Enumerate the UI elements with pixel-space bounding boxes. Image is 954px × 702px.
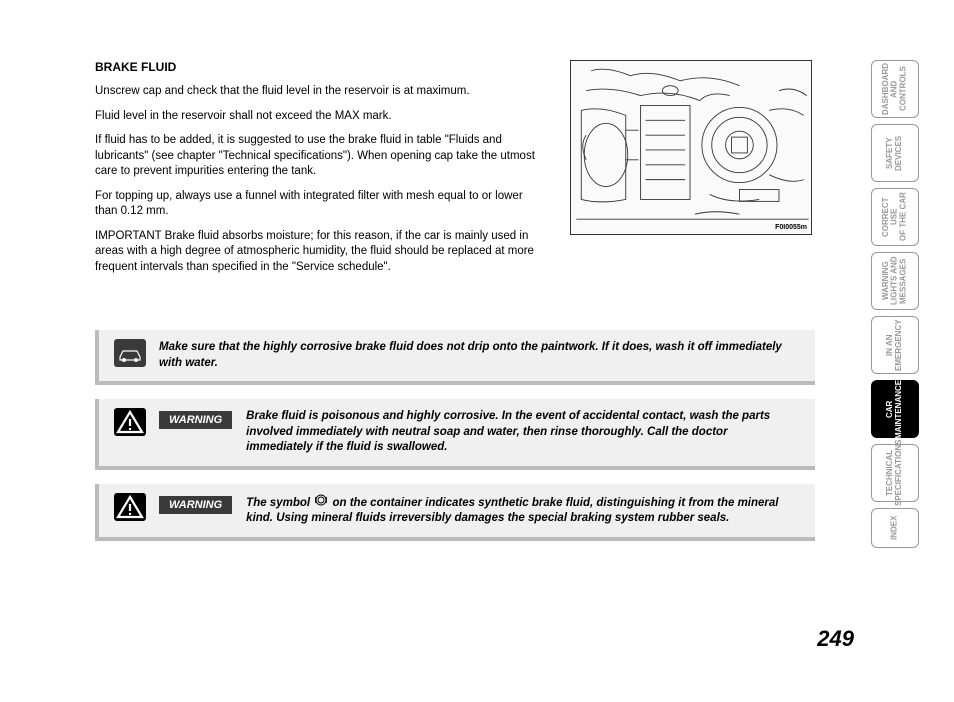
diagram-label: F0I0055m: [775, 224, 807, 231]
car-icon: [113, 338, 147, 368]
page-number: 249: [817, 626, 854, 652]
nav-tab-6[interactable]: TECHNICALSPECIFICATIONS: [871, 444, 919, 502]
notice-warning-2: WARNING The symbol on the container indi…: [95, 484, 815, 541]
nav-tab-7[interactable]: INDEX: [871, 508, 919, 548]
warning-triangle-icon: [113, 407, 147, 437]
warning-label-2: WARNING: [159, 496, 232, 514]
notice-poisonous-text: Brake fluid is poisonous and highly corr…: [246, 409, 797, 456]
engine-bay-diagram: F0I0055m: [570, 60, 812, 235]
warning-label-1: WARNING: [159, 411, 232, 429]
nav-tab-5[interactable]: CARMAINTENANCE: [871, 380, 919, 438]
body-para-2: Fluid level in the reservoir shall not e…: [95, 109, 545, 125]
body-para-3: If fluid has to be added, it is suggeste…: [95, 133, 545, 180]
nav-tab-4[interactable]: IN ANEMERGENCY: [871, 316, 919, 374]
warning-triangle-icon: [113, 492, 147, 522]
notice-warning-1: WARNING Brake fluid is poisonous and hig…: [95, 399, 815, 470]
nav-tab-2[interactable]: CORRECT USEOF THE CAR: [871, 188, 919, 246]
nav-tab-0[interactable]: DASHBOARDANDCONTROLS: [871, 60, 919, 118]
body-para-4: For topping up, always use a funnel with…: [95, 189, 545, 220]
nav-tab-3[interactable]: WARNINGLIGHTS ANDMESSAGES: [871, 252, 919, 310]
brake-symbol-icon: [315, 494, 327, 512]
notice-synthetic-text: The symbol on the container indicates sy…: [246, 494, 797, 527]
notice-paintwork-text: Make sure that the highly corrosive brak…: [159, 340, 797, 371]
body-para-5: IMPORTANT Brake fluid absorbs moisture; …: [95, 229, 545, 276]
side-navigation-tabs: DASHBOARDANDCONTROLS SAFETYDEVICES CORRECT…: [871, 60, 919, 548]
synthetic-pre: The symbol: [246, 497, 313, 509]
body-para-1: Unscrew cap and check that the fluid lev…: [95, 84, 545, 100]
nav-tab-1[interactable]: SAFETYDEVICES: [871, 124, 919, 182]
notice-paintwork: Make sure that the highly corrosive brak…: [95, 330, 815, 385]
